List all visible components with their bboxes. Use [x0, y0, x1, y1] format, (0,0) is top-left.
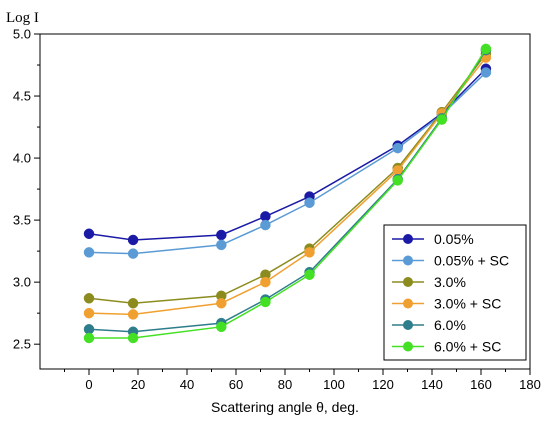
legend-item: 6.0% + SC: [392, 339, 501, 355]
data-point: [127, 297, 139, 309]
data-point: [83, 307, 95, 319]
data-point: [480, 67, 492, 78]
data-point: [480, 43, 492, 55]
x-tick-label: 120: [372, 377, 394, 392]
data-point: [304, 197, 315, 208]
y-tick-label: 5.0: [13, 27, 31, 42]
series-line: [88, 71, 487, 255]
series-line: [89, 48, 487, 339]
x-tick-label: 80: [278, 377, 292, 392]
data-point: [392, 142, 403, 154]
series-line: [88, 68, 487, 241]
legend-marker: [403, 298, 413, 309]
x-axis-title: Scattering angle θ, deg.: [211, 399, 359, 415]
data-point: [304, 247, 315, 258]
data-point: [216, 297, 227, 309]
y-tick-label: 3.5: [13, 213, 31, 228]
data-point: [436, 114, 448, 125]
data-point: [83, 228, 95, 240]
series-line: [88, 53, 487, 304]
legend-label: 6.0% + SC: [434, 339, 501, 355]
data-point: [260, 296, 271, 308]
series-line: [88, 57, 487, 316]
data-point: [83, 247, 95, 258]
series-5: [83, 43, 492, 344]
legend-label: 6.0%: [434, 317, 466, 333]
x-tick-label: 160: [470, 377, 492, 392]
x-tick-label: 180: [519, 377, 541, 392]
data-point: [260, 276, 271, 288]
legend-marker: [403, 277, 413, 287]
legend-label: 3.0%: [434, 274, 466, 290]
legend-marker: [403, 234, 413, 244]
data-point: [392, 175, 403, 186]
legend-item: 6.0%: [392, 317, 466, 333]
y-tick-label: 2.5: [13, 337, 31, 352]
series-3: [83, 52, 492, 320]
data-point: [127, 248, 139, 259]
data-point: [216, 321, 227, 333]
y-tick-label: 4.0: [13, 151, 31, 166]
legend-box: [383, 224, 527, 361]
x-tick-label: 20: [131, 377, 145, 392]
legend-marker: [403, 255, 413, 266]
data-point: [216, 229, 227, 241]
y-axis-title: Log I: [6, 10, 39, 26]
x-tick-label: 140: [421, 377, 443, 392]
legend-item: 3.0%: [392, 274, 466, 290]
series-0: [83, 63, 492, 246]
data-point: [83, 293, 95, 304]
y-tick-label: 3.0: [13, 275, 31, 290]
data-point: [127, 234, 139, 246]
y-tick-label: 4.5: [13, 89, 31, 104]
legend-item: 3.0% + SC: [392, 296, 501, 312]
data-point: [216, 239, 227, 251]
data-point: [127, 309, 139, 320]
legend-item: 0.05%: [392, 231, 474, 247]
data-point: [127, 332, 139, 344]
x-tick-label: 60: [229, 377, 243, 392]
legend-label: 3.0% + SC: [434, 296, 501, 312]
legend-label: 0.05% + SC: [434, 253, 509, 269]
x-tick-label: 100: [323, 377, 345, 392]
legend-marker: [403, 320, 413, 330]
x-tick-label: 40: [180, 377, 194, 392]
x-tick-label: 0: [85, 377, 92, 392]
legend-label: 0.05%: [434, 231, 474, 247]
legend-item: 0.05% + SC: [392, 253, 509, 269]
data-point: [83, 332, 95, 344]
data-point: [260, 219, 271, 231]
legend-marker: [403, 341, 413, 352]
data-point: [304, 269, 315, 280]
